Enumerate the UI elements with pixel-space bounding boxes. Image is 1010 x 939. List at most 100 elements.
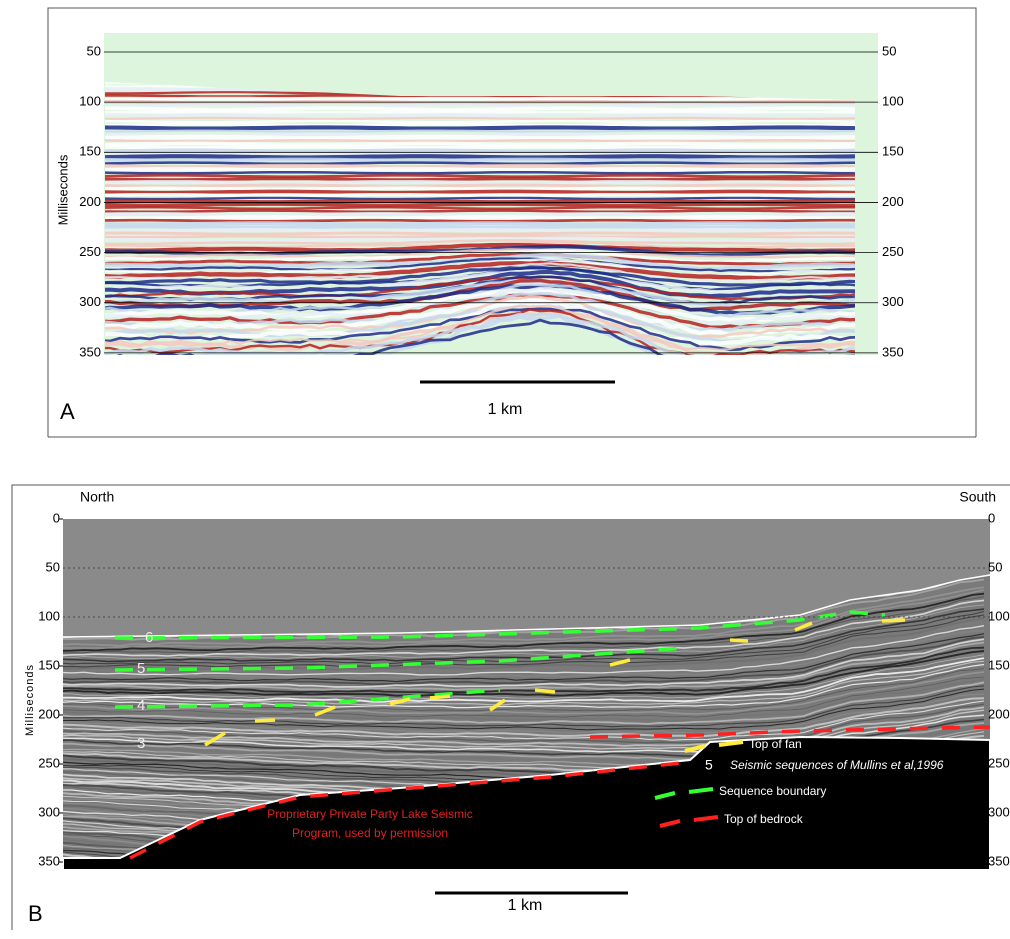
y-tick-label: 250 [882,244,904,259]
panel-letter: A [60,399,75,424]
fan-pick [609,658,631,667]
reflector [105,166,855,173]
reflector [105,196,855,201]
reflector [105,129,855,133]
seismic-image-a [105,82,855,355]
y-tick-label: 200 [988,706,1010,721]
reflector [63,608,985,663]
y-axis-label: Milliseconds [55,154,70,225]
reflector [105,260,855,281]
reflector [63,650,985,697]
reflector [105,257,855,273]
sequence-number: 4 [137,697,145,714]
sequence-number: 6 [145,629,153,646]
reflector [63,589,985,650]
reflector [105,122,855,127]
y-tick-label: 300 [79,294,101,309]
sequence-number: 3 [137,735,145,752]
reflector [63,604,985,660]
bedrock [62,735,991,871]
legend-label: Top of fan [749,737,802,751]
reflector [105,132,855,137]
y-tick-label: 300 [988,804,1010,819]
reflector [105,221,855,227]
reflector [105,206,855,210]
y-tick-label: 150 [988,657,1010,672]
y-tick-label: 200 [38,706,60,721]
sequence-boundary [114,610,886,640]
scale-label: 1 km [508,897,543,914]
reflector [105,265,855,287]
y-tick-label: 50 [988,559,1002,574]
y-tick-label: 350 [38,853,60,868]
reflector [105,215,855,220]
reflector [105,293,855,329]
reflector [105,228,855,233]
reflector [105,242,855,253]
fan-pick [881,618,906,623]
panel-b-frame [11,484,1010,930]
reflector [105,144,855,150]
reflector [105,99,855,105]
y-tick-label: 350 [882,344,904,359]
y-tick-label: 250 [79,244,101,259]
reflector [105,234,855,239]
bedrock-pick [129,760,691,860]
reflector [63,660,985,706]
panel-letter: B [28,901,43,926]
credit: Proprietary Private Party Lake Seismic [267,807,472,821]
reflector [105,186,855,192]
reflector [105,96,855,102]
reflector [105,174,855,178]
panel-a-frame [47,7,977,438]
y-tick-label: 100 [988,608,1010,623]
reflector [63,629,985,679]
reflector [105,224,855,230]
y-tick-label: 350 [79,344,101,359]
y-tick-label: 150 [38,657,60,672]
reflector [105,134,855,141]
y-axis-label: Milliseconds [24,664,36,736]
reflector [105,170,855,175]
fan-pick [534,688,556,694]
y-tick-label: 200 [882,194,904,209]
y-tick-label: 300 [38,804,60,819]
reflector [105,248,855,259]
reflector [105,212,855,217]
fan-pick [204,731,226,747]
y-tick-label: 200 [79,194,101,209]
y-tick-label: 50 [882,43,896,58]
reflector [105,304,855,351]
reflector [105,231,855,236]
reflector [105,209,855,214]
reflector [105,163,855,169]
direction-label: South [959,489,996,505]
legend-label: Sequence boundary [719,784,826,798]
reflector [105,154,855,160]
reflector [105,189,855,195]
reflector [63,700,985,741]
reflector [63,693,985,734]
reflector [63,654,985,700]
legend-label: Seismic sequences of Mullins et al,1996 [730,758,944,772]
reflector [105,161,855,166]
y-tick-label: 150 [79,144,101,159]
y-tick-label: 300 [882,294,904,309]
reflector [105,183,855,188]
reflector [105,119,855,124]
reflector [105,109,855,115]
reflector [63,697,985,738]
fan-pick [389,697,411,706]
reflector [105,218,855,223]
reflector [105,116,855,121]
reflector [63,633,985,683]
reflector [105,284,855,316]
reflector [63,685,985,728]
y-tick-label: 100 [79,94,101,109]
reflector [105,192,855,198]
reflector [63,671,985,715]
scale-label: 1 km [488,401,523,418]
reflector [63,611,985,665]
legend-swatch [693,815,719,822]
reflector [105,139,855,143]
